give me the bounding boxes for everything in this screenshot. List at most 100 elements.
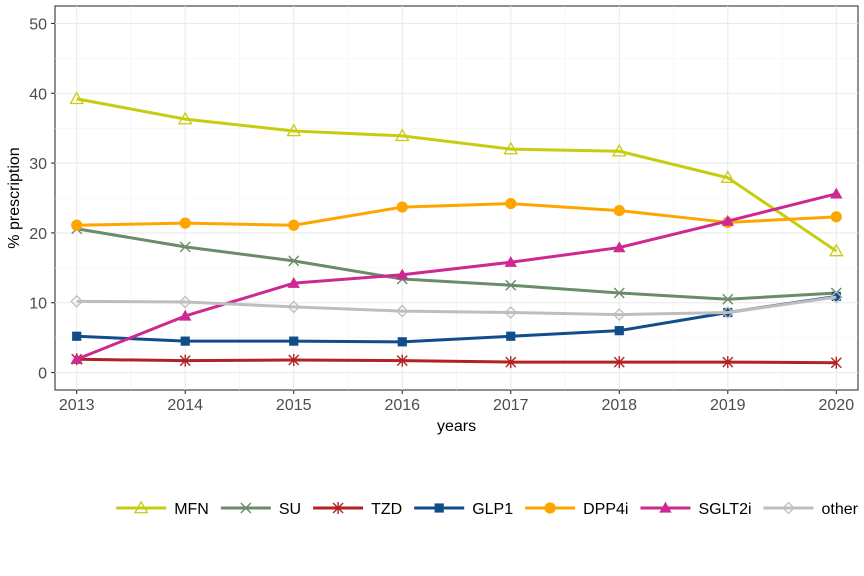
series-glp1 [72,291,841,347]
series-dpp4i [71,197,842,231]
y-tick-label: 40 [29,86,47,103]
x-tick-label: 2018 [601,397,637,414]
series-line-tzd [76,357,837,365]
legend-item-other: other [763,501,859,518]
series-mfn [69,91,844,257]
data-point-sglt2i [613,241,626,253]
data-point-tzd [505,356,517,369]
x-tick-label: 2017 [493,397,529,414]
data-point-other [287,300,301,314]
legend-key-marker-mfn [133,500,149,514]
series-line-su [76,227,837,301]
data-point-sglt2i [830,187,843,199]
data-point-tzd [613,356,625,369]
data-point-sglt2i [396,268,409,280]
series-line-mfn [76,97,838,253]
data-point-su [722,293,734,305]
data-point-glp1 [397,337,407,347]
data-point-sglt2i [179,309,192,321]
series-layer [69,91,844,369]
data-point-sglt2i [287,276,300,288]
data-point-glp1 [180,336,190,346]
data-point-glp1 [614,326,624,336]
legend-item-su: SU [220,501,301,518]
legend-label-mfn: MFN [174,501,209,518]
legend-key-marker-other [782,501,795,515]
data-point-mfn [828,243,844,257]
data-point-glp1 [289,336,299,346]
data-point-tzd [722,356,734,369]
data-point-mfn [611,143,627,157]
data-point-dpp4i [396,201,408,213]
data-point-sglt2i [504,256,517,267]
data-point-mfn [394,128,410,142]
data-point-mfn [69,91,85,105]
legend-label-sglt2i: SGLT2i [698,501,751,518]
legend-item-tzd: TZD [313,501,402,518]
data-point-mfn [503,141,519,155]
legend-label-glp1: GLP1 [472,501,513,518]
legend-key-marker-sglt2i [659,501,672,513]
series-sglt2i [70,187,843,364]
legend-item-dpp4i: DPP4i [525,501,628,518]
legend-item-glp1: GLP1 [414,501,513,518]
legend-key-marker-dpp4i [544,502,556,514]
legend-item-sglt2i: SGLT2i [640,501,752,518]
x-tick-label: 2016 [384,397,420,414]
data-point-dpp4i [179,217,191,229]
data-point-dpp4i [613,204,625,217]
data-point-su [288,255,300,267]
data-point-glp1 [831,291,841,302]
data-point-other [504,306,518,319]
axes: 2013 2014 2015 2016 2017 2018 2019 2020 0 10 20 30 4… [29,16,854,414]
grid [55,6,858,390]
x-tick-label: 2015 [276,397,312,414]
x-tick-label: 2020 [819,397,855,414]
y-tick-label: 10 [29,296,47,313]
series-line-other [76,295,837,317]
data-point-sglt2i [721,214,734,226]
y-tick-label: 50 [29,16,47,33]
data-point-dpp4i [71,219,83,231]
legend-key-marker-tzd [332,502,344,514]
data-point-other [721,306,735,319]
data-point-dpp4i [288,219,300,231]
data-point-mfn [286,123,302,137]
legend-label-tzd: TZD [371,501,402,518]
series-line-glp1 [76,294,837,344]
data-point-other [395,304,409,318]
legend-label-other: other [822,501,859,518]
data-point-sglt2i [70,353,83,364]
legend-key-marker-glp1 [434,503,444,513]
data-point-mfn [177,111,193,125]
data-point-other [612,308,626,322]
legend-label-su: SU [279,501,301,518]
data-point-tzd [179,354,191,367]
data-point-mfn [720,170,736,184]
data-point-tzd [830,356,842,369]
x-tick-label: 2013 [59,397,95,414]
data-point-glp1 [506,331,516,341]
data-point-su [179,241,191,253]
legend-key-marker-su [240,502,252,514]
legend: MFN SU TZD GLP1 DPP4i SGLT2i other [116,500,859,518]
series-other [70,290,843,322]
y-tick-label: 20 [29,226,47,243]
data-point-other [178,295,192,309]
data-point-dpp4i [830,211,842,223]
data-point-glp1 [72,331,82,341]
legend-label-dpp4i: DPP4i [583,501,628,518]
data-point-tzd [288,353,300,366]
data-point-dpp4i [505,197,517,210]
data-point-other [70,294,84,308]
x-axis-title: years [437,418,476,435]
x-tick-label: 2019 [710,397,746,414]
y-tick-label: 30 [29,156,47,173]
data-point-other [829,290,843,304]
series-line-dpp4i [76,202,837,227]
data-point-su [613,287,625,299]
data-point-tzd [396,354,408,367]
y-axis-title: % prescription [6,147,23,248]
series-line-sglt2i [76,192,837,361]
